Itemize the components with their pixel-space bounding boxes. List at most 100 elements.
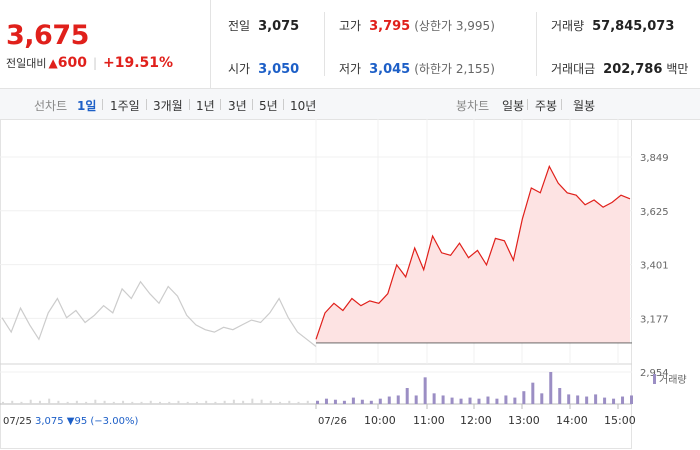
volume-bar (477, 398, 481, 404)
stat-prev-close: 전일 3,075 (228, 19, 300, 34)
candle-chart-label: 봉차트 (456, 99, 490, 113)
volume-bar (279, 401, 282, 404)
volume-bar (459, 398, 463, 404)
quote-header: 3,675 전일대비 ▲ 600 | +19.51% 전일 3,075 시가 3… (0, 0, 700, 89)
y-tick-label: 3,401 (640, 261, 669, 272)
volume-bar (612, 398, 616, 404)
prev-close-label: 3,075 ▼95 (−3.00%) (35, 416, 138, 427)
tab-10y[interactable]: 10년 (290, 99, 317, 113)
today-line (315, 164, 631, 340)
tab-1w[interactable]: 1주일 (110, 99, 140, 113)
volume-bar (360, 399, 364, 404)
volume-bar (316, 400, 319, 404)
volume-bar (94, 399, 97, 404)
prev-day-line (1, 280, 317, 347)
volume-bar (342, 400, 346, 404)
stat-low: 저가 3,045 (하한가 2,155) (339, 62, 495, 77)
volume-bar (2, 401, 4, 404)
tab-1y[interactable]: 1년 (196, 99, 215, 113)
volume-bar (11, 400, 14, 404)
x-tick-label: 13:00 (508, 414, 540, 427)
volume-bar (38, 400, 41, 404)
volume-bar (405, 388, 409, 404)
tab-monthly[interactable]: 월봉 (573, 99, 596, 113)
volume-bar (531, 382, 535, 404)
prev-date-label: 07/25 (3, 416, 32, 427)
change-amount: 600 (57, 55, 87, 71)
volume-bar (66, 401, 69, 404)
volume-bar (423, 377, 427, 404)
stats-divider (324, 12, 325, 76)
tab-5y[interactable]: 5년 (259, 99, 278, 113)
volume-bar (48, 398, 51, 404)
tab-3m[interactable]: 3개월 (153, 99, 183, 113)
volume-bar (351, 397, 355, 404)
volume-bar (29, 399, 32, 404)
volume-bar (177, 400, 180, 404)
volume-bar (630, 395, 633, 404)
change-divider: | (92, 56, 97, 70)
volume-bar (441, 395, 445, 404)
current-price: 3,675 (6, 20, 89, 51)
volume-bar (486, 396, 490, 404)
volume-bar (450, 397, 454, 404)
y-tick-label: 2,954 (640, 368, 669, 379)
volume-bar (369, 400, 373, 404)
x-tick-label: 07/26 (318, 416, 347, 427)
volume-bar (75, 400, 78, 404)
volume-bar (540, 393, 544, 404)
volume-bar (549, 372, 553, 404)
tab-1d[interactable]: 1일 (77, 99, 97, 113)
stat-trade-value: 거래대금 202,786 백만 (551, 62, 689, 77)
volume-bar (168, 401, 171, 404)
volume-bar (333, 399, 337, 404)
volume-bar (140, 401, 143, 404)
volume-bar (297, 401, 300, 404)
quote-stats: 전일 3,075 시가 3,050 고가 3,795 (상한가 3,995) 저… (210, 0, 700, 88)
tab-weekly[interactable]: 주봉 (535, 99, 558, 113)
volume-bar (112, 401, 115, 404)
volume-bar (195, 401, 198, 404)
volume-bar (414, 395, 418, 404)
x-tick-label: 12:00 (460, 414, 492, 427)
change-label: 전일대비 (6, 57, 47, 70)
volume-bar (585, 396, 589, 404)
volume-bar (576, 395, 580, 404)
volume-bar (378, 398, 382, 404)
stat-volume: 거래량 57,845,073 (551, 19, 675, 34)
volume-bar (396, 395, 400, 404)
volume-bar (103, 400, 106, 404)
volume-bar (288, 400, 291, 404)
volume-bar (122, 400, 125, 404)
volume-bar (214, 401, 217, 404)
volume-legend-label: 거래량 (659, 374, 687, 386)
volume-bar (242, 400, 245, 404)
volume-bar (513, 397, 517, 404)
volume-bar (387, 396, 391, 404)
tab-3y[interactable]: 3년 (228, 99, 247, 113)
chart-period-tabs: 선차트 1일 1주일 3개월 1년 3년 5년 10년 봉차트 일봉 주봉 월봉 (0, 89, 700, 120)
volume-bar (522, 391, 526, 404)
volume-bar (269, 400, 272, 404)
volume-bar (567, 394, 571, 404)
volume-bar (149, 400, 152, 404)
change-percent: +19.51% (103, 55, 174, 71)
stat-high: 고가 3,795 (상한가 3,995) (339, 19, 495, 34)
volume-bar (324, 398, 328, 404)
volume-bar (504, 395, 508, 404)
volume-bar (205, 400, 208, 404)
tab-daily[interactable]: 일봉 (502, 99, 525, 113)
volume-legend-swatch (653, 374, 656, 384)
volume-bar (495, 398, 499, 404)
volume-bar (85, 401, 88, 404)
x-tick-label: 15:00 (604, 414, 636, 427)
y-tick-label: 3,849 (640, 153, 669, 164)
volume-bar (468, 397, 472, 404)
volume-bar (57, 400, 60, 404)
volume-bar (260, 399, 263, 404)
x-tick-label: 10:00 (364, 414, 396, 427)
y-tick-label: 3,177 (640, 314, 669, 325)
volume-bar (558, 388, 562, 404)
volume-bar (621, 396, 625, 404)
